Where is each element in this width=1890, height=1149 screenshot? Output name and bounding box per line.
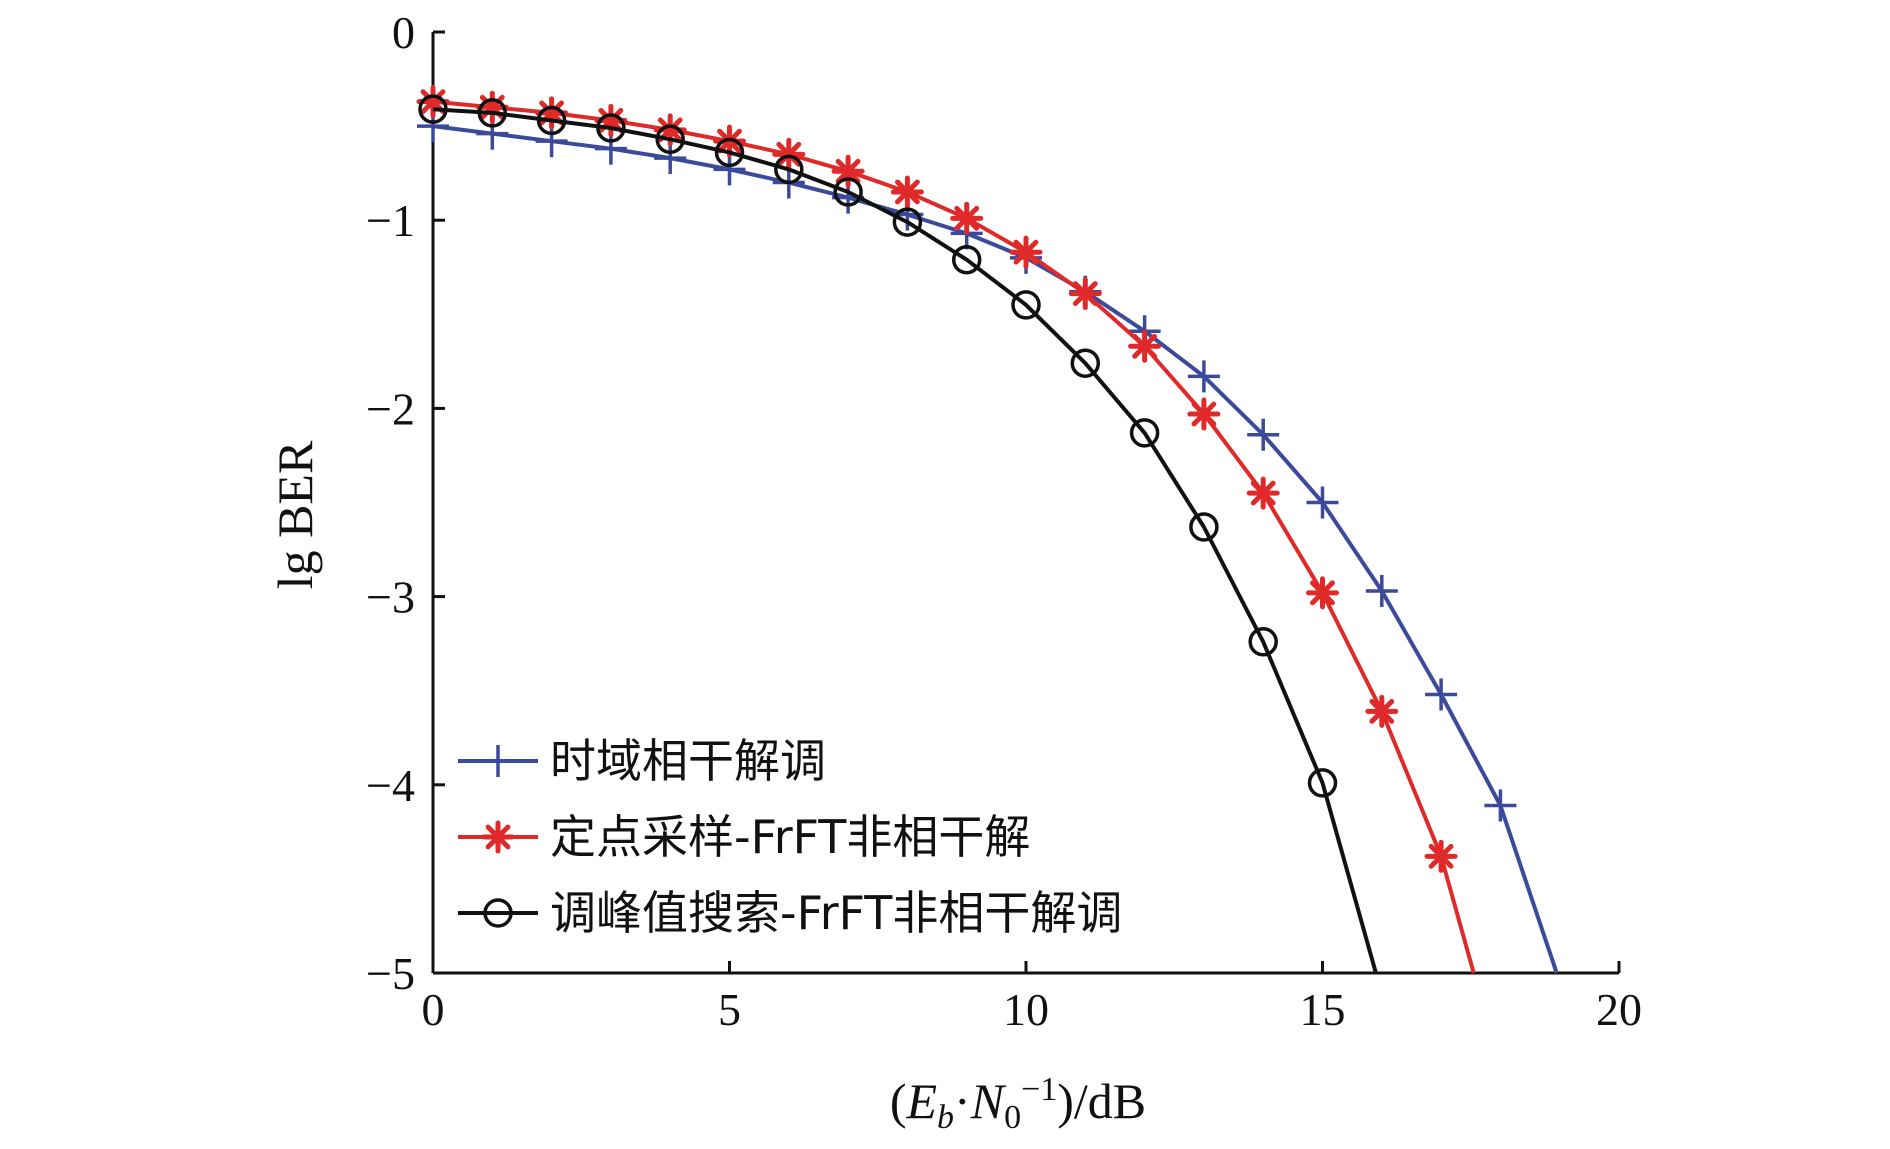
data-point bbox=[1307, 768, 1338, 798]
data-point bbox=[772, 137, 806, 171]
data-point bbox=[1365, 694, 1399, 728]
series-3 bbox=[418, 94, 1378, 974]
data-point bbox=[1424, 839, 1458, 873]
legend-item: 定点采样-FrFT非相干解 bbox=[458, 810, 1030, 864]
data-point bbox=[951, 244, 982, 275]
data-point bbox=[1306, 486, 1339, 519]
data-point bbox=[1425, 678, 1458, 711]
data-point bbox=[890, 175, 924, 209]
data-point bbox=[1068, 277, 1102, 311]
y-tick-label: −4 bbox=[366, 760, 415, 811]
data-point bbox=[1189, 512, 1219, 542]
data-point bbox=[892, 207, 923, 237]
series-line bbox=[432, 107, 1378, 974]
legend-label: 时域相干解调 bbox=[550, 734, 826, 788]
series-layer bbox=[416, 85, 1559, 974]
data-point bbox=[1128, 329, 1162, 363]
x-ticks: 0 5 10 15 20 bbox=[422, 961, 1642, 1035]
y-tick-label: 0 bbox=[392, 7, 415, 58]
data-point bbox=[1247, 418, 1280, 451]
y-axis-title: lg BER bbox=[267, 440, 323, 589]
data-point bbox=[1365, 574, 1398, 607]
y-tick-label: −2 bbox=[366, 383, 415, 434]
data-point bbox=[1009, 235, 1043, 269]
x-tick-label: 5 bbox=[718, 984, 741, 1035]
data-point bbox=[596, 113, 626, 143]
data-point bbox=[654, 142, 687, 175]
data-point bbox=[833, 177, 863, 207]
legend-item: 调峰值搜索-FrFT非相干解调 bbox=[458, 886, 1122, 940]
data-point bbox=[950, 201, 984, 235]
x-axis-title: (Eb·N0−1)/dB bbox=[890, 1071, 1146, 1136]
data-point bbox=[594, 132, 627, 165]
series-2 bbox=[416, 85, 1476, 974]
x-tick-label: 10 bbox=[1003, 984, 1049, 1035]
data-point bbox=[1248, 627, 1278, 657]
data-point bbox=[1246, 476, 1280, 510]
x-tick-label: 15 bbox=[1300, 984, 1346, 1035]
data-point bbox=[1129, 418, 1160, 448]
y-tick-label: −5 bbox=[366, 948, 415, 999]
x-tick-label: 20 bbox=[1596, 984, 1642, 1035]
legend-marker bbox=[483, 898, 513, 928]
data-point bbox=[714, 137, 745, 168]
legend-label: 调峰值搜索-FrFT非相干解调 bbox=[550, 886, 1122, 940]
data-point bbox=[1070, 348, 1101, 378]
data-point bbox=[536, 105, 567, 136]
legend-marker bbox=[481, 820, 515, 854]
data-point bbox=[774, 154, 804, 185]
data-point bbox=[1011, 290, 1041, 320]
data-point bbox=[418, 94, 448, 124]
data-point bbox=[1187, 397, 1221, 431]
data-point bbox=[1484, 789, 1517, 822]
legend-item: 时域相干解调 bbox=[458, 734, 826, 788]
x-tick-label: 0 bbox=[422, 984, 445, 1035]
data-point bbox=[655, 124, 685, 155]
data-point bbox=[477, 98, 508, 128]
y-tick-label: −1 bbox=[366, 195, 415, 246]
legend-label: 定点采样-FrFT非相干解 bbox=[550, 810, 1030, 864]
y-tick-label: −3 bbox=[366, 572, 415, 623]
data-point bbox=[713, 153, 746, 186]
data-point bbox=[1306, 576, 1339, 610]
data-point bbox=[535, 125, 568, 158]
legend-marker bbox=[482, 745, 514, 777]
data-point bbox=[1187, 360, 1220, 393]
y-ticks: 0 −1 −2 −3 −4 −5 bbox=[366, 7, 445, 999]
